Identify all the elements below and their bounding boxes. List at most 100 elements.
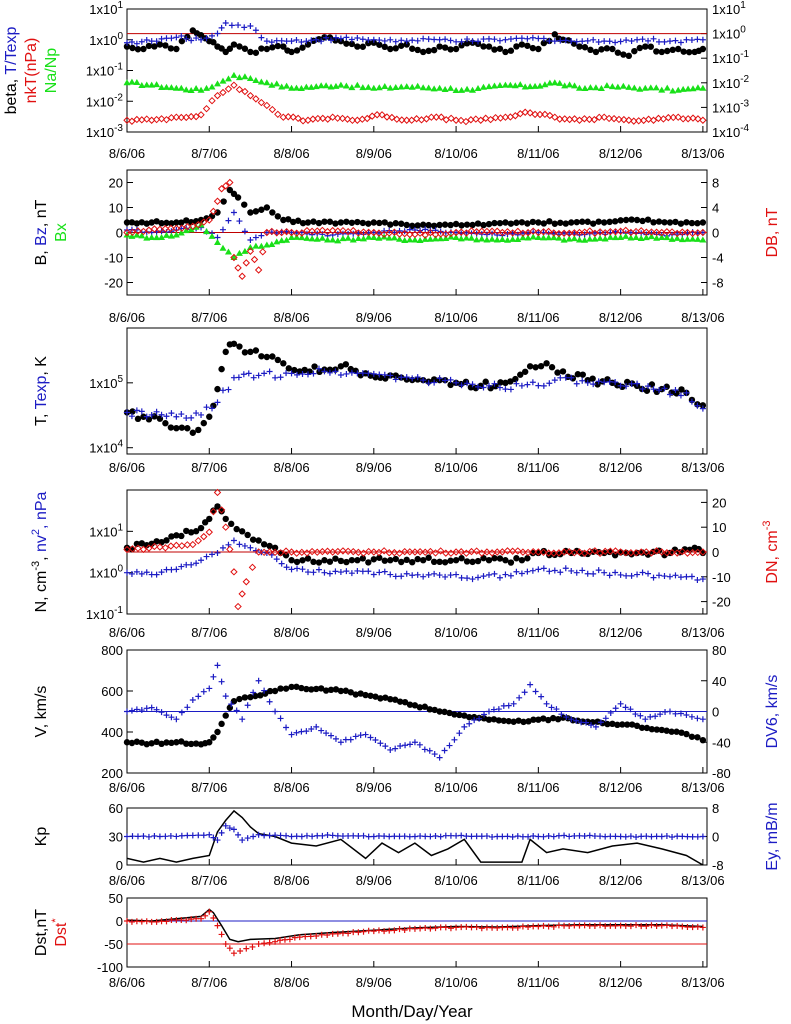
data-point [648,726,656,733]
data-point [238,528,246,535]
data-point [414,37,421,44]
data-point [163,739,170,746]
data-point [683,730,690,738]
data-point [248,563,257,572]
data-point [148,234,156,240]
data-point [623,37,630,44]
data-point [153,234,161,241]
x-axis-title: Month/Day/Year [351,1002,473,1021]
data-point [143,413,150,420]
x-tick-label: 8/6/06 [109,873,145,888]
data-point [580,549,589,557]
data-point [285,365,292,372]
data-point [123,545,131,554]
data-point [502,386,509,393]
data-point [431,549,440,557]
data-point [252,208,260,215]
data-point [390,548,399,557]
data-point [535,923,542,930]
data-point [293,833,300,840]
y-axis-title-right-part: DB, nT [764,207,781,257]
data-point [628,380,635,387]
data-point [622,226,630,235]
data-point [546,38,553,45]
data-point [354,218,361,226]
data-point [403,570,410,577]
data-point [392,745,399,752]
data-point [208,232,216,239]
data-point [308,547,316,556]
data-point [510,700,517,707]
data-point [239,716,246,723]
data-point [606,378,613,385]
data-point [302,83,310,90]
data-point [359,219,367,227]
data-point [485,35,492,42]
data-point [236,218,243,225]
data-point [591,922,598,929]
data-point [645,383,652,390]
data-point [269,353,276,360]
data-point [293,729,300,736]
data-point [323,547,332,555]
data-point [606,227,615,236]
data-point [392,372,399,379]
data-point [362,691,369,699]
y-axis-title-left: Kp [33,827,50,847]
data-point [370,928,377,935]
data-point [597,719,604,726]
data-point [668,728,675,735]
data-point [568,567,575,574]
data-point [133,738,141,745]
data-point [276,549,285,557]
data-point [490,716,498,723]
data-point [168,714,175,721]
data-point [504,833,511,840]
data-point [622,216,630,224]
data-point [507,47,515,54]
data-point [491,36,498,43]
data-point [551,567,558,574]
data-point [683,219,690,226]
data-point [529,227,537,235]
data-point [252,242,260,249]
data-point [153,81,161,88]
data-point [288,234,296,240]
y-axis-title-left-2: nkT(nPa) [23,38,40,104]
data-point [663,833,670,840]
data-point [375,548,383,557]
data-point [425,554,432,561]
y-axis-title-left: B, Bz, nT [33,199,50,265]
y-axis-title-right-part: Ey, mB/m [764,802,781,870]
data-point [638,724,646,731]
data-point [457,235,465,242]
data-point [283,228,290,235]
data-point [441,708,448,716]
data-point [372,737,379,744]
data-point [187,87,195,94]
y-axis-title-right-part: DN, cm [764,530,781,583]
data-point [540,35,547,42]
data-point [189,540,197,549]
data-point [420,377,427,384]
data-point [521,83,529,90]
data-point [669,923,676,930]
series-ttexp [124,20,706,47]
x-tick-label: 8/13/06 [681,625,724,640]
data-point [694,833,701,840]
data-point [425,47,432,55]
data-point [339,930,346,937]
data-point [260,541,268,548]
data-point [337,363,345,370]
data-point [513,380,520,387]
data-point [273,229,281,237]
data-point [463,40,471,47]
data-point [370,556,378,563]
data-point [183,222,192,231]
data-point [628,572,635,579]
data-point [447,549,455,557]
data-point [138,570,145,577]
data-point [348,556,356,564]
data-point [187,226,195,233]
data-point [453,924,460,931]
